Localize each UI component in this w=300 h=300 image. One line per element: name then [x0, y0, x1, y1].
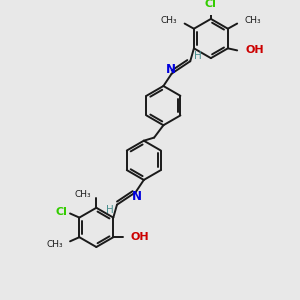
Text: N: N: [166, 63, 176, 76]
Text: H: H: [194, 51, 201, 61]
Text: Cl: Cl: [55, 207, 67, 218]
Text: OH: OH: [131, 232, 149, 242]
Text: Cl: Cl: [205, 0, 217, 10]
Text: CH₃: CH₃: [161, 16, 177, 25]
Text: H: H: [106, 205, 114, 215]
Text: CH₃: CH₃: [244, 16, 261, 25]
Text: OH: OH: [245, 45, 264, 56]
Text: CH₃: CH₃: [46, 240, 63, 249]
Text: N: N: [132, 190, 142, 203]
Text: CH₃: CH₃: [74, 190, 91, 199]
